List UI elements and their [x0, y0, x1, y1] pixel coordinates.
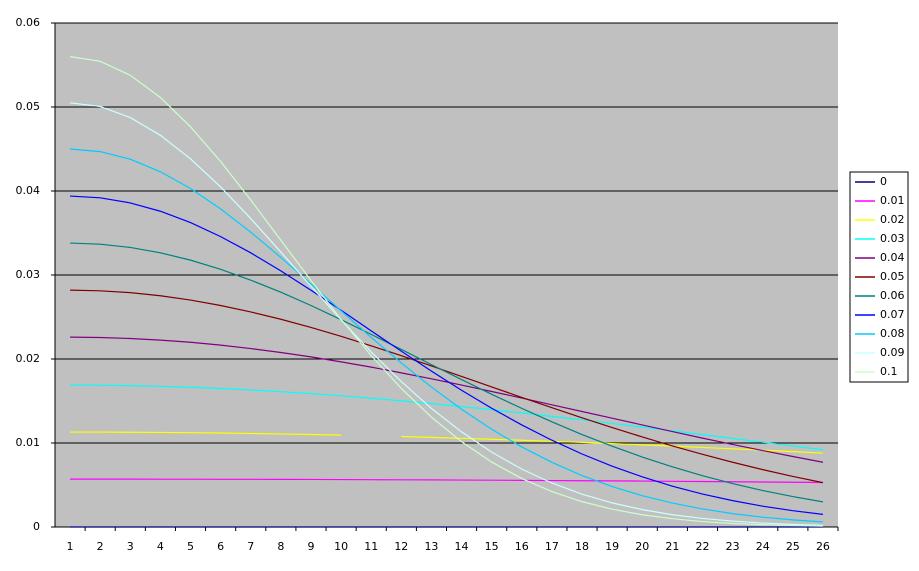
x-tick-label: 16: [515, 540, 529, 553]
series-line: [70, 478, 823, 484]
x-tick-label: 3: [127, 540, 134, 553]
x-tick-label: 23: [726, 540, 740, 553]
legend-label: 0: [880, 175, 887, 188]
series-line: [70, 431, 342, 436]
legend-label: 0.09: [880, 346, 905, 359]
y-tick-label: 0.01: [16, 436, 41, 449]
series-line: [69, 102, 823, 526]
legend-label: 0.03: [880, 232, 905, 245]
x-tick-label: 6: [217, 540, 224, 553]
y-tick-label: 0.03: [16, 268, 41, 281]
legend-label: 0.02: [880, 213, 905, 226]
y-tick-label: 0.02: [16, 352, 41, 365]
series-line: [70, 195, 824, 515]
x-tick-label: 12: [394, 540, 408, 553]
x-tick-label: 24: [756, 540, 770, 553]
y-tick-label: 0: [33, 520, 40, 533]
x-tick-label: 25: [786, 540, 800, 553]
series-line: [70, 336, 824, 463]
x-tick-label: 10: [334, 540, 348, 553]
legend-label: 0.07: [880, 308, 905, 321]
series-line: [70, 148, 823, 523]
x-tick-label: 15: [485, 540, 499, 553]
x-tick-label: 17: [545, 540, 559, 553]
x-tick-label: 9: [307, 540, 314, 553]
x-tick-label: 26: [816, 540, 830, 553]
x-tick-label: 20: [635, 540, 649, 553]
y-tick-label: 0.04: [16, 184, 41, 197]
series-line: [69, 56, 823, 527]
legend-label: 0.01: [880, 194, 905, 207]
series-line: [70, 242, 824, 503]
x-tick-label: 7: [247, 540, 254, 553]
legend-label: 0.1: [880, 365, 898, 378]
series-line: [70, 384, 824, 451]
y-tick-label: 0.05: [16, 100, 41, 113]
x-tick-label: 2: [97, 540, 104, 553]
x-tick-label: 14: [455, 540, 469, 553]
x-tick-label: 4: [157, 540, 164, 553]
legend-label: 0.06: [880, 289, 905, 302]
series-line: [70, 289, 824, 484]
legend-label: 0.04: [880, 251, 905, 264]
x-tick-label: 18: [575, 540, 589, 553]
x-tick-label: 5: [187, 540, 194, 553]
x-tick-label: 11: [364, 540, 378, 553]
y-tick-label: 0.06: [16, 16, 41, 29]
x-tick-label: 8: [277, 540, 284, 553]
x-tick-label: 1: [67, 540, 74, 553]
x-tick-label: 19: [605, 540, 619, 553]
legend-label: 0.05: [880, 270, 905, 283]
x-tick-label: 13: [424, 540, 438, 553]
x-tick-label: 22: [695, 540, 709, 553]
legend-label: 0.08: [880, 327, 905, 340]
x-tick-label: 21: [665, 540, 679, 553]
